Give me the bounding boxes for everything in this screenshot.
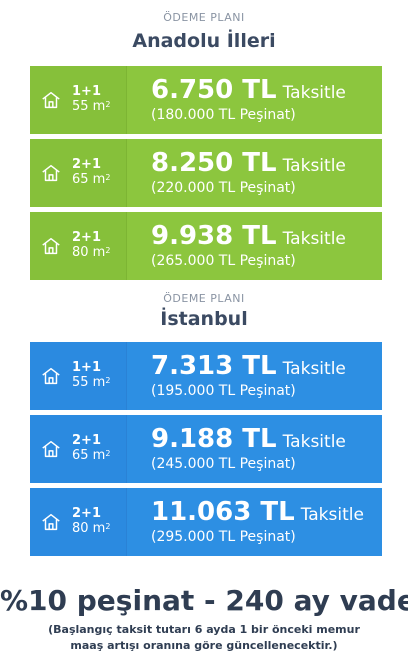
- installment-suffix: Taksitle: [282, 228, 346, 249]
- installment-suffix: Taksitle: [282, 82, 346, 103]
- unit-info: 2+1 65 m2: [30, 139, 126, 207]
- installment-suffix: Taksitle: [282, 431, 346, 452]
- installment-price: 8.250 TL: [151, 147, 277, 178]
- unit-info: 2+1 80 m2: [30, 212, 126, 280]
- down-payment: (265.000 TL Peşinat): [151, 253, 296, 270]
- payment-terms-headline: %10 peşinat - 240 ay vade: [0, 584, 408, 617]
- unit-info: 1+1 55 m2: [30, 66, 126, 134]
- unit-area: 80 m2: [72, 245, 111, 260]
- anadolu-kicker: ÖDEME PLANI: [163, 11, 245, 24]
- istanbul-kicker: ÖDEME PLANI: [163, 292, 245, 305]
- unit-rooms: 1+1: [72, 84, 101, 100]
- home-icon: [42, 164, 60, 182]
- unit-area: 65 m2: [72, 448, 111, 463]
- note-line-1: (Başlangıç taksit tutarı 6 ayda 1 bir ön…: [48, 623, 360, 636]
- anadolu-title: Anadolu İlleri: [132, 30, 276, 52]
- unit-info: 2+1 65 m2: [30, 415, 126, 483]
- home-icon: [42, 91, 60, 109]
- unit-rooms: 2+1: [72, 506, 101, 522]
- down-payment: (295.000 TL Peşinat): [151, 529, 296, 546]
- unit-rooms: 2+1: [72, 433, 101, 449]
- plan-card-istanbul-3: 2+1 80 m2 11.063 TL Taksitle (295.000 TL …: [30, 488, 382, 556]
- home-icon: [42, 367, 60, 385]
- down-payment: (245.000 TL Peşinat): [151, 456, 296, 473]
- installment-suffix: Taksitle: [300, 504, 364, 525]
- unit-area: 55 m2: [72, 99, 111, 114]
- plan-card-anadolu-1: 1+1 55 m2 6.750 TL Taksitle (180.000 TL P…: [30, 66, 382, 134]
- istanbul-title: İstanbul: [160, 308, 248, 330]
- plan-card-anadolu-2: 2+1 65 m2 8.250 TL Taksitle (220.000 TL P…: [30, 139, 382, 207]
- unit-area: 80 m2: [72, 521, 111, 536]
- down-payment: (195.000 TL Peşinat): [151, 383, 296, 400]
- unit-rooms: 2+1: [72, 230, 101, 246]
- installment-price: 7.313 TL: [151, 350, 277, 381]
- installment-price: 9.188 TL: [151, 423, 277, 454]
- installment-suffix: Taksitle: [282, 358, 346, 379]
- home-icon: [42, 237, 60, 255]
- installment-suffix: Taksitle: [282, 155, 346, 176]
- plan-card-anadolu-3: 2+1 80 m2 9.938 TL Taksitle (265.000 TL P…: [30, 212, 382, 280]
- down-payment: (220.000 TL Peşinat): [151, 180, 296, 197]
- plan-card-istanbul-1: 1+1 55 m2 7.313 TL Taksitle (195.000 TL P…: [30, 342, 382, 410]
- home-icon: [42, 513, 60, 531]
- unit-area: 65 m2: [72, 172, 111, 187]
- note-line-2: maaş artışı oranına göre güncellenecekti…: [70, 638, 338, 652]
- unit-rooms: 1+1: [72, 360, 101, 376]
- unit-area: 55 m2: [72, 375, 111, 390]
- payment-terms-note: (Başlangıç taksit tutarı 6 ayda 1 bir ön…: [0, 622, 408, 654]
- installment-price: 6.750 TL: [151, 74, 277, 105]
- unit-info: 1+1 55 m2: [30, 342, 126, 410]
- unit-info: 2+1 80 m2: [30, 488, 126, 556]
- plan-card-istanbul-2: 2+1 65 m2 9.188 TL Taksitle (245.000 TL P…: [30, 415, 382, 483]
- down-payment: (180.000 TL Peşinat): [151, 107, 296, 124]
- home-icon: [42, 440, 60, 458]
- installment-price: 11.063 TL: [151, 496, 295, 527]
- installment-price: 9.938 TL: [151, 220, 277, 251]
- unit-rooms: 2+1: [72, 157, 101, 173]
